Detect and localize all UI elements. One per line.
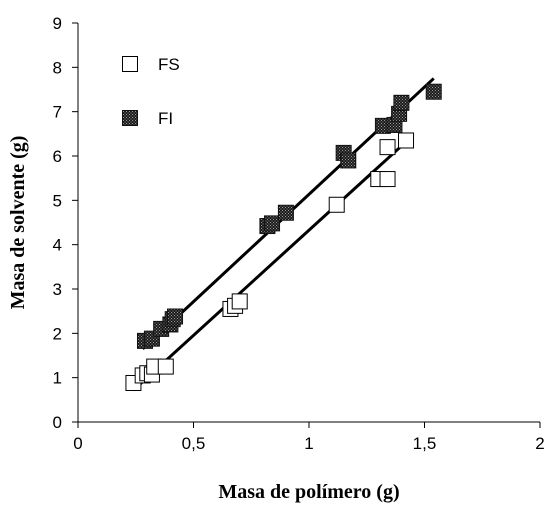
x-ticks: 0 0,5 1 1,5 2	[73, 422, 545, 453]
x-tick-label: 0,5	[182, 434, 206, 453]
data-point-fi	[393, 94, 410, 111]
x-tick-label: 1	[304, 434, 313, 453]
data-point-fs	[398, 132, 415, 149]
x-tick-label: 2	[535, 434, 544, 453]
data-point-fi	[264, 215, 281, 232]
data-point-fs	[157, 358, 174, 375]
y-tick-label: 0	[53, 413, 62, 432]
y-tick-label: 5	[53, 191, 62, 210]
x-tick-label: 1,5	[413, 434, 437, 453]
y-tick-label: 7	[53, 103, 62, 122]
legend-label-fs: FS	[158, 55, 180, 74]
legend-marker-fi	[122, 110, 138, 126]
y-tick-label: 6	[53, 147, 62, 166]
data-point-fi	[425, 83, 442, 100]
data-point-fs	[231, 293, 248, 310]
y-ticks: 0 1 2 3 4 5 6 7 8 9	[53, 14, 78, 432]
data-point-fs	[379, 171, 396, 188]
legend-label-fi: FI	[158, 109, 173, 128]
data-point-fi	[167, 308, 184, 325]
x-axis-title: Masa de polímero (g)	[218, 481, 399, 503]
y-tick-label: 8	[53, 58, 62, 77]
data-point-fi	[277, 204, 294, 221]
y-tick-label: 4	[53, 236, 62, 255]
legend-marker-fs	[122, 56, 138, 72]
y-tick-label: 9	[53, 14, 62, 33]
data-point-fi	[340, 152, 357, 169]
y-tick-label: 2	[53, 324, 62, 343]
y-axis-title: Masa de solvente (g)	[7, 136, 29, 310]
data-points	[125, 83, 442, 391]
data-point-fs	[379, 139, 396, 156]
data-point-fs	[328, 196, 345, 213]
y-tick-label: 3	[53, 280, 62, 299]
x-tick-label: 0	[73, 434, 82, 453]
legend: FS FI	[122, 55, 180, 128]
trendline-fs	[132, 140, 408, 392]
y-tick-label: 1	[53, 369, 62, 388]
